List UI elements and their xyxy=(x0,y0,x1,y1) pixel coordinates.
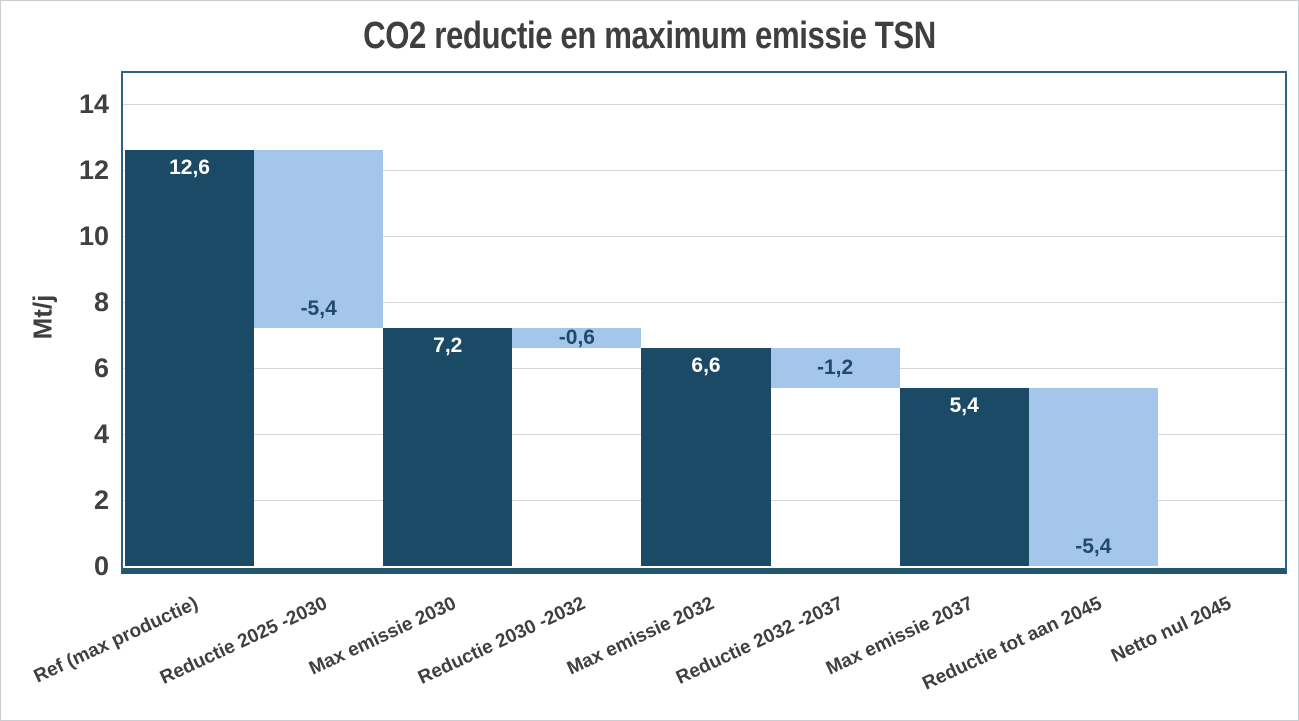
bar-segment xyxy=(512,328,642,349)
bar-value-label: 5,4 xyxy=(949,393,979,417)
y-axis-tick-label: 0 xyxy=(93,551,109,581)
y-axis-tick-label: 10 xyxy=(78,221,109,251)
x-axis-label: Netto nul 2045 xyxy=(1107,593,1235,667)
bar-value-label: -5,4 xyxy=(1075,535,1112,558)
bar-segment xyxy=(641,348,771,566)
y-axis-tick-label: 4 xyxy=(93,419,109,449)
bar-value-label: 6,6 xyxy=(691,354,721,378)
bar-value-label: 12,6 xyxy=(169,156,210,180)
bar-value-label: -0,6 xyxy=(558,326,595,350)
bar-segment xyxy=(125,150,255,566)
y-axis-tick-label: 8 xyxy=(93,287,109,317)
bar-segment xyxy=(1028,387,1158,566)
gridline xyxy=(123,103,1285,105)
gridline xyxy=(123,235,1285,237)
bar-segment xyxy=(899,387,1029,566)
bar-segment xyxy=(383,328,513,566)
bar-value-label: -5,4 xyxy=(300,297,337,321)
gridline xyxy=(123,169,1285,171)
bar-value-label: 7,2 xyxy=(433,334,463,358)
bar-value-label: -1,2 xyxy=(817,356,854,379)
bar-segment xyxy=(254,150,384,329)
chart-title: CO2 reductie en maximum emissie TSN xyxy=(363,15,936,57)
y-axis-tick-label: 14 xyxy=(78,89,109,119)
bar-segment xyxy=(770,348,900,388)
y-axis-tick-label: 6 xyxy=(93,353,109,383)
y-axis-tick-label: 2 xyxy=(93,485,109,515)
plot-area xyxy=(121,71,1287,574)
y-axis-tick-label: 12 xyxy=(78,155,109,185)
gridline xyxy=(123,301,1285,303)
